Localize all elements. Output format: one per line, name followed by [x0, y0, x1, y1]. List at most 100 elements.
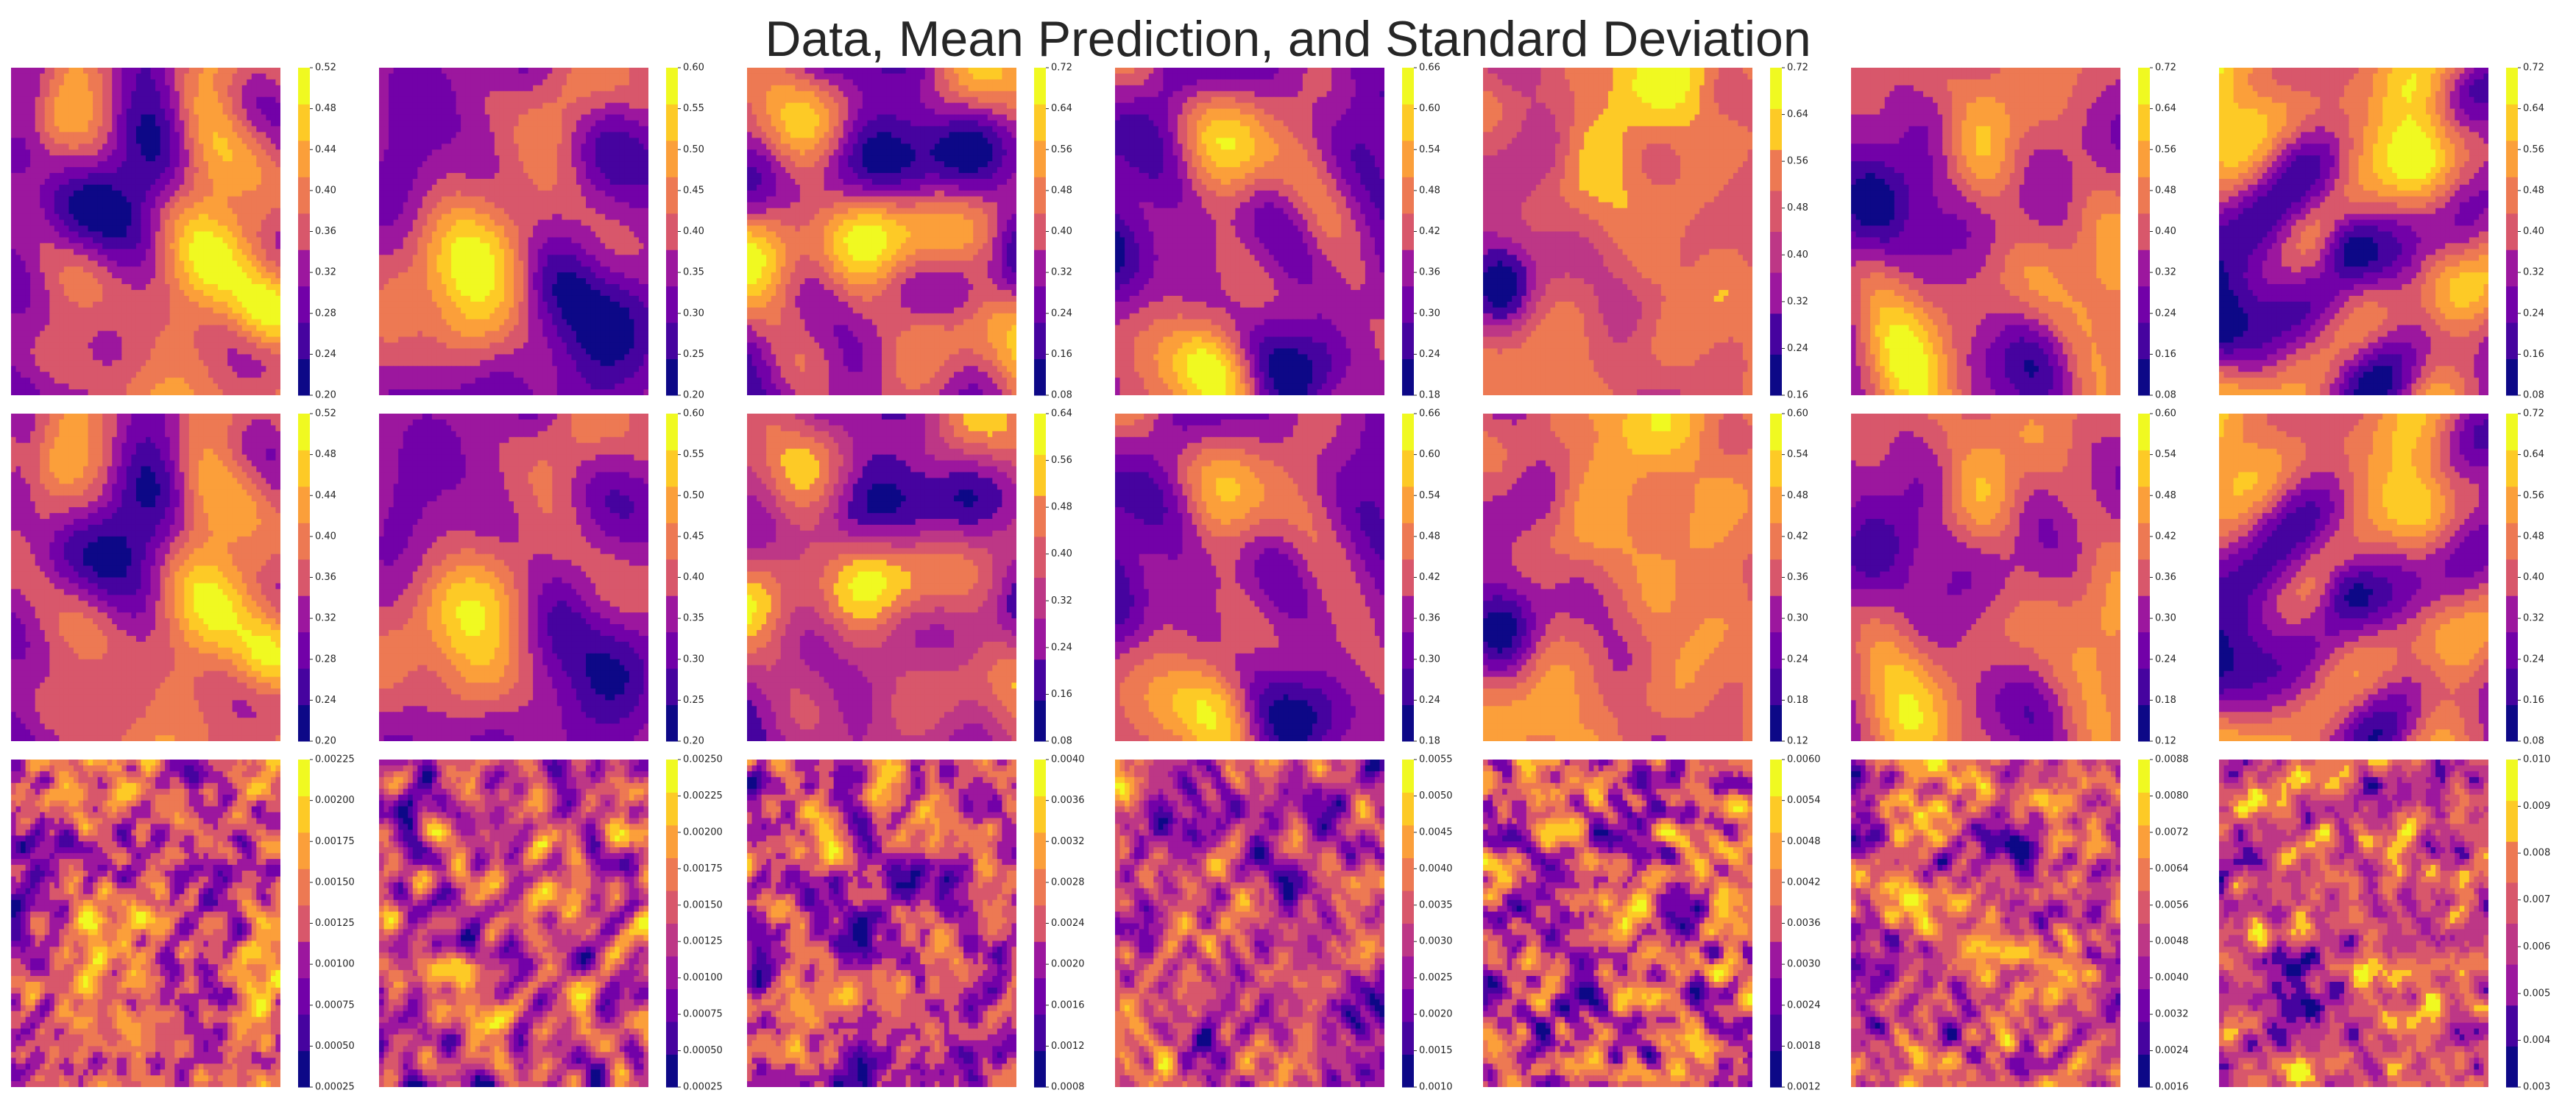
- contour-cell: [131, 79, 136, 86]
- contour-cell: [180, 319, 185, 326]
- contour-cell: [519, 85, 524, 92]
- contour-cell: [601, 179, 606, 185]
- contour-cell: [275, 354, 280, 361]
- contour-cell: [461, 249, 466, 255]
- contour-cell: [495, 237, 500, 244]
- contour-cell: [21, 138, 26, 144]
- contour-cell: [480, 208, 485, 215]
- contour-cell: [189, 115, 194, 121]
- contour-cell: [189, 348, 194, 355]
- contour-cell: [64, 354, 69, 361]
- contour-cell: [576, 243, 581, 250]
- contour-cell: [237, 290, 242, 297]
- contour-cell: [461, 237, 466, 244]
- contour-cell: [480, 149, 485, 156]
- contour-cell: [136, 208, 141, 215]
- contour-cell: [237, 314, 242, 320]
- contour-cell: [170, 161, 175, 168]
- contour-cell: [189, 266, 194, 273]
- contour-cell: [571, 68, 576, 74]
- contour-cell: [620, 91, 625, 98]
- contour-cell: [165, 109, 170, 116]
- contour-cell: [538, 255, 543, 261]
- contour-cell: [394, 144, 399, 150]
- contour-cell: [514, 74, 519, 80]
- contour-cell: [146, 337, 151, 344]
- contour-cell: [252, 202, 257, 209]
- contour-cell: [643, 167, 648, 174]
- contour-cell: [45, 296, 50, 302]
- contour-cell: [509, 132, 514, 138]
- contour-cell: [495, 249, 500, 255]
- contour-cell: [40, 255, 45, 261]
- contour-cell: [160, 126, 166, 132]
- contour-cell: [64, 185, 69, 191]
- contour-cell: [601, 144, 606, 150]
- contour-cell: [189, 366, 194, 372]
- contour-cell: [379, 161, 384, 168]
- contour-cell: [456, 85, 461, 92]
- contour-cell: [203, 74, 208, 80]
- contour-cell: [54, 79, 60, 86]
- contour-cell: [79, 232, 84, 238]
- contour-cell: [21, 121, 26, 127]
- contour-cell: [629, 85, 634, 92]
- contour-cell: [208, 173, 213, 180]
- contour-cell: [141, 103, 146, 110]
- contour-cell: [218, 354, 223, 361]
- contour-cell: [242, 261, 247, 267]
- contour-cell: [247, 308, 252, 314]
- contour-cell: [74, 308, 79, 314]
- contour-cell: [422, 155, 428, 162]
- contour-cell: [88, 272, 93, 279]
- contour-cell: [54, 97, 60, 104]
- contour-cell: [45, 179, 50, 185]
- contour-cell: [208, 155, 213, 162]
- contour-cell: [40, 366, 45, 372]
- contour-cell: [112, 202, 117, 209]
- contour-cell: [136, 319, 141, 326]
- contour-cell: [629, 173, 634, 180]
- contour-cell: [21, 185, 26, 191]
- contour-cell: [194, 249, 199, 255]
- contour-cell: [427, 197, 432, 203]
- contour-cell: [54, 266, 60, 273]
- contour-cell: [256, 185, 261, 191]
- contour-cell: [436, 220, 442, 227]
- contour-cell: [591, 249, 596, 255]
- contour-cell: [456, 232, 461, 238]
- contour-cell: [184, 202, 189, 209]
- contour-cell: [88, 372, 93, 378]
- contour-cell: [266, 232, 271, 238]
- contour-cell: [180, 103, 185, 110]
- contour-cell: [88, 97, 93, 104]
- contour-cell: [576, 232, 581, 238]
- contour-cell: [480, 185, 485, 191]
- contour-cell: [634, 85, 639, 92]
- contour-cell: [218, 173, 223, 180]
- contour-cell: [403, 121, 408, 127]
- contour-cell: [218, 115, 223, 121]
- contour-cell: [571, 103, 576, 110]
- contour-cell: [634, 237, 639, 244]
- contour-cell: [379, 115, 384, 121]
- contour-cell: [127, 109, 132, 116]
- contour-cell: [35, 109, 40, 116]
- contour-cell: [571, 191, 576, 197]
- contour-cell: [256, 91, 261, 98]
- contour-cell: [223, 331, 228, 338]
- contour-cell: [227, 85, 233, 92]
- contour-cell: [189, 138, 194, 144]
- contour-cell: [227, 79, 233, 86]
- contour-cell: [528, 109, 534, 116]
- contour-cell: [68, 243, 74, 250]
- contour-cell: [237, 331, 242, 338]
- contour-cell: [93, 278, 98, 285]
- contour-cell: [21, 337, 26, 344]
- contour-cell: [615, 79, 620, 86]
- contour-cell: [131, 214, 136, 221]
- contour-cell: [533, 91, 538, 98]
- contour-cell: [102, 314, 107, 320]
- contour-cell: [79, 197, 84, 203]
- contour-cell: [620, 68, 625, 74]
